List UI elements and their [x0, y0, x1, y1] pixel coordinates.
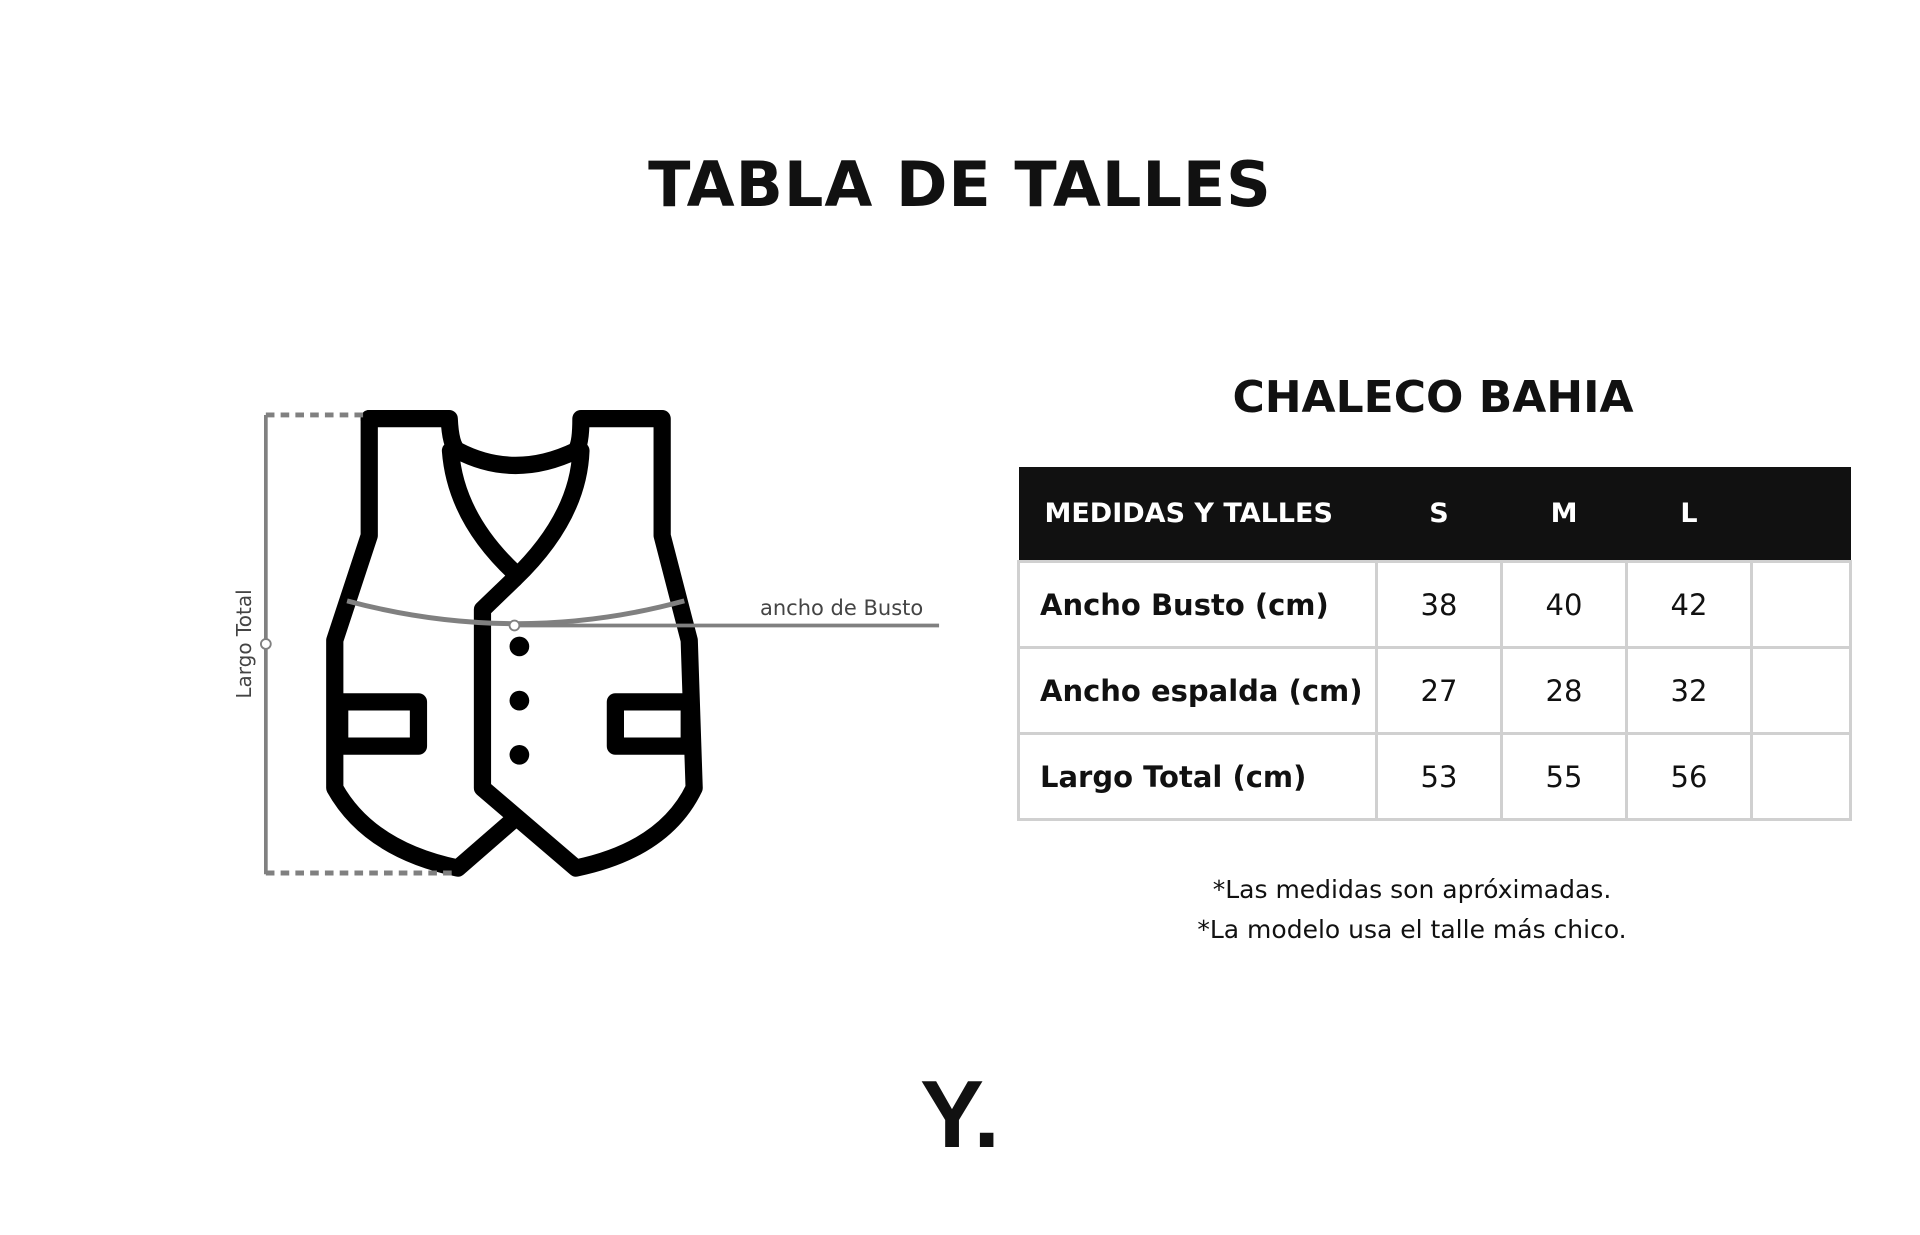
table-cell	[1750, 560, 1852, 649]
notes: *Las medidas son apróximadas. *La modelo…	[1112, 870, 1712, 950]
table-cell: 42	[1625, 560, 1753, 649]
header-cell: MEDIDAS Y TALLES	[1018, 467, 1377, 562]
table-row: Ancho espalda (cm) 27 28 32	[1017, 646, 1852, 735]
measure-guides	[260, 412, 940, 876]
product-title: CHALECO BAHIA	[1232, 372, 1634, 423]
table-cell: 56	[1625, 732, 1753, 821]
table-row: Ancho Busto (cm) 38 40 42	[1017, 560, 1852, 649]
table-cell: 38	[1375, 560, 1503, 649]
vest-icon	[326, 410, 703, 877]
table-cell: 27	[1375, 646, 1503, 735]
note-model: *La modelo usa el talle más chico.	[1197, 915, 1627, 944]
size-table: MEDIDAS Y TALLES S M L Ancho Busto (cm) …	[1017, 467, 1852, 821]
row-label: Largo Total (cm)	[1017, 732, 1378, 821]
total-length-label: Largo Total	[232, 589, 256, 699]
table-cell: 28	[1500, 646, 1628, 735]
header-cell: L	[1626, 467, 1752, 562]
table-cell: 55	[1500, 732, 1628, 821]
table-cell: 40	[1500, 560, 1628, 649]
header-cell: M	[1501, 467, 1627, 562]
table-cell	[1750, 646, 1852, 735]
table-cell	[1750, 732, 1852, 821]
header-cell	[1751, 467, 1851, 562]
brand-logo: Y.	[919, 1061, 1001, 1168]
row-label: Ancho Busto (cm)	[1017, 560, 1378, 649]
table-cell: 53	[1375, 732, 1503, 821]
bust-width-label: ancho de Busto	[760, 596, 924, 620]
table-header: MEDIDAS Y TALLES S M L	[1018, 467, 1851, 562]
page-title: TABLA DE TALLES	[648, 148, 1272, 221]
row-label: Ancho espalda (cm)	[1017, 646, 1378, 735]
note-approx: *Las medidas son apróximadas.	[1212, 875, 1612, 904]
table-cell: 32	[1625, 646, 1753, 735]
vest-buttons	[509, 636, 530, 765]
header-cell: S	[1376, 467, 1502, 562]
table-row: Largo Total (cm) 53 55 56	[1017, 732, 1852, 821]
